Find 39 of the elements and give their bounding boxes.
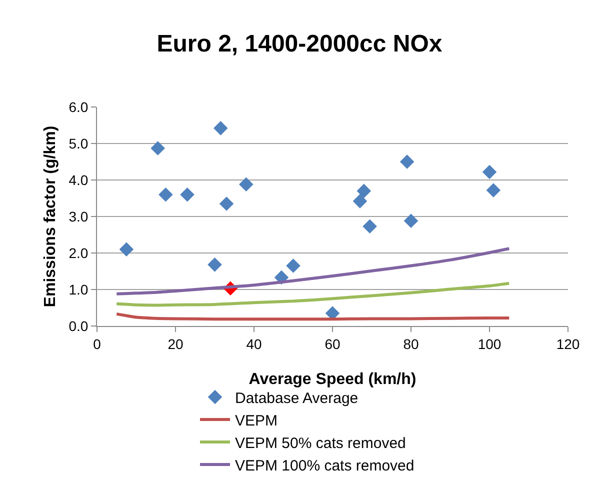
point	[486, 183, 501, 198]
y-tick-label: 6.0	[68, 98, 88, 115]
point	[400, 154, 414, 169]
point	[482, 164, 497, 180]
point	[219, 196, 234, 211]
x-axis-title: Average Speed (km/h)	[248, 371, 416, 388]
y-tick-label: 3.0	[68, 208, 88, 224]
line-series	[115, 247, 511, 296]
legend-label: Database Average	[235, 390, 358, 407]
y-tick-label: 4.0	[68, 172, 88, 188]
y-tick-label: 1.0	[68, 281, 88, 298]
y-axis-title: Emissions factor (g/km)	[42, 126, 59, 308]
point	[356, 184, 372, 198]
x-tick-label: 60	[324, 336, 340, 352]
point	[158, 187, 173, 202]
x-tick-label: 20	[168, 336, 184, 352]
y-tick-label: 5.0	[68, 135, 88, 152]
legend-label: VEPM 50% cats removed	[235, 434, 406, 452]
x-tick-label: 120	[556, 336, 580, 352]
point	[119, 242, 134, 256]
x-tick-label: 40	[246, 336, 262, 352]
point	[404, 214, 418, 228]
point	[239, 177, 254, 192]
y-tick-label: 2.0	[68, 244, 88, 261]
point	[352, 194, 368, 208]
point	[208, 258, 222, 272]
point	[180, 187, 194, 202]
x-tick-label: 80	[403, 336, 419, 352]
legend-label: VEPM	[235, 412, 278, 430]
point	[362, 219, 377, 234]
point	[150, 141, 165, 156]
point	[286, 258, 300, 273]
legend-label: VEPM 100% cats removed	[235, 457, 414, 474]
x-tick-label: 0	[93, 336, 102, 352]
chart-title: Euro 2, 1400-2000cc NOx	[156, 30, 443, 58]
x-tick-label: 100	[478, 336, 502, 352]
y-tick-label: 0.0	[68, 318, 88, 334]
point	[213, 121, 228, 136]
line-series	[115, 282, 511, 307]
